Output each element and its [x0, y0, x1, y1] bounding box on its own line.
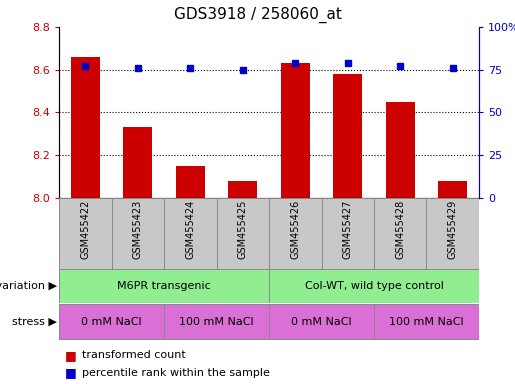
- Bar: [386, 102, 415, 198]
- Text: M6PR transgenic: M6PR transgenic: [117, 281, 211, 291]
- Bar: [269, 270, 479, 303]
- Text: GSM455426: GSM455426: [290, 200, 300, 259]
- Bar: [59, 198, 112, 269]
- Bar: [164, 198, 217, 269]
- Bar: [374, 198, 426, 269]
- Text: GSM455424: GSM455424: [185, 200, 195, 259]
- Text: Col-WT, wild type control: Col-WT, wild type control: [304, 281, 443, 291]
- Text: GSM455427: GSM455427: [343, 200, 353, 260]
- Text: GSM455429: GSM455429: [448, 200, 458, 259]
- Bar: [59, 304, 164, 339]
- Bar: [333, 74, 362, 198]
- Text: GDS3918 / 258060_at: GDS3918 / 258060_at: [174, 7, 341, 23]
- Bar: [112, 198, 164, 269]
- Bar: [164, 304, 269, 339]
- Bar: [59, 270, 269, 303]
- Bar: [321, 198, 374, 269]
- Bar: [71, 57, 100, 198]
- Text: 0 mM NaCl: 0 mM NaCl: [81, 316, 142, 327]
- Text: genotype/variation ▶: genotype/variation ▶: [0, 281, 57, 291]
- Text: GSM455423: GSM455423: [133, 200, 143, 259]
- Text: GSM455422: GSM455422: [80, 200, 91, 260]
- Bar: [269, 304, 374, 339]
- Text: transformed count: transformed count: [82, 350, 186, 360]
- Text: ■: ■: [64, 349, 76, 362]
- Bar: [281, 63, 310, 198]
- Bar: [217, 198, 269, 269]
- Text: 100 mM NaCl: 100 mM NaCl: [179, 316, 254, 327]
- Bar: [426, 198, 479, 269]
- Text: stress ▶: stress ▶: [12, 316, 57, 327]
- Text: ■: ■: [64, 366, 76, 379]
- Text: 100 mM NaCl: 100 mM NaCl: [389, 316, 464, 327]
- Bar: [438, 181, 467, 198]
- Text: percentile rank within the sample: percentile rank within the sample: [82, 368, 270, 378]
- Text: GSM455425: GSM455425: [238, 200, 248, 260]
- Bar: [176, 166, 205, 198]
- Bar: [229, 181, 258, 198]
- Text: GSM455428: GSM455428: [395, 200, 405, 259]
- Text: 0 mM NaCl: 0 mM NaCl: [291, 316, 352, 327]
- Bar: [124, 127, 152, 198]
- Bar: [269, 198, 321, 269]
- Bar: [374, 304, 479, 339]
